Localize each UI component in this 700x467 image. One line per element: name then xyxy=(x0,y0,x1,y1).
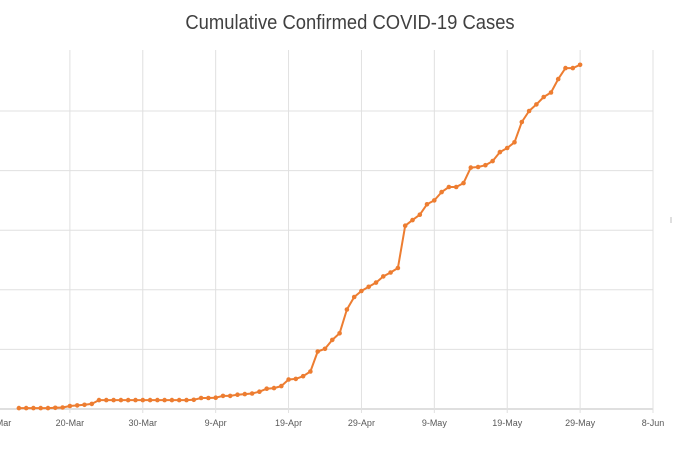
data-point xyxy=(118,397,124,403)
data-point xyxy=(191,397,197,403)
series-layer xyxy=(16,62,583,411)
data-point xyxy=(555,76,561,82)
data-point xyxy=(359,288,364,294)
data-point xyxy=(541,94,546,100)
data-point xyxy=(227,393,233,399)
data-point xyxy=(271,385,277,391)
data-point xyxy=(242,391,248,397)
x-tick-label: 19-Apr xyxy=(275,418,302,428)
data-point xyxy=(213,395,218,401)
x-tick-label: 9-May xyxy=(422,418,448,428)
chart-title: Cumulative Confirmed COVID-19 Cases xyxy=(185,12,515,34)
data-point xyxy=(308,369,313,374)
data-point xyxy=(432,198,437,203)
data-point xyxy=(330,337,335,343)
x-tick-label: 30-Mar xyxy=(129,418,158,428)
x-tick-label: 29-Apr xyxy=(348,418,375,428)
data-point xyxy=(140,397,146,403)
data-point xyxy=(67,403,73,409)
data-point xyxy=(220,393,226,399)
data-point xyxy=(548,90,554,95)
data-point xyxy=(439,189,444,195)
data-point xyxy=(570,65,576,71)
data-point xyxy=(373,280,379,285)
grid xyxy=(0,50,654,413)
x-tick-label: 20-Mar xyxy=(56,418,85,428)
data-point xyxy=(351,294,357,300)
data-point xyxy=(45,405,51,411)
data-point xyxy=(147,397,153,403)
data-point xyxy=(89,401,95,407)
data-point xyxy=(395,265,401,271)
data-point xyxy=(446,184,452,190)
data-point xyxy=(111,397,116,403)
data-point xyxy=(82,402,87,408)
data-point xyxy=(402,223,408,228)
data-point xyxy=(16,405,22,411)
data-point xyxy=(279,383,284,389)
x-tick-label: 8-Jun xyxy=(642,418,665,428)
data-point xyxy=(169,397,175,403)
data-point xyxy=(519,119,525,125)
data-point xyxy=(388,270,393,275)
data-point xyxy=(534,102,539,107)
x-tick-label: 9-Apr xyxy=(205,418,227,428)
data-point xyxy=(286,377,291,382)
x-tick-label: 19-May xyxy=(492,418,523,428)
x-tick-labels: 10-Mar 20-Mar 30-Mar 9-Apr 19-Apr 29-Apr 9-May… xyxy=(0,418,664,428)
data-point xyxy=(381,274,386,279)
data-point xyxy=(490,158,495,164)
data-point xyxy=(264,386,270,392)
data-point xyxy=(184,397,189,403)
data-point xyxy=(504,145,510,151)
data-point xyxy=(23,405,29,411)
data-point xyxy=(410,217,415,223)
data-point xyxy=(577,62,583,68)
data-point xyxy=(206,395,211,401)
data-point xyxy=(424,202,430,207)
data-point xyxy=(468,165,474,170)
data-point xyxy=(512,140,517,145)
data-point xyxy=(337,331,342,336)
data-point xyxy=(453,184,459,190)
data-point xyxy=(198,395,204,401)
data-point xyxy=(417,212,423,217)
data-point xyxy=(293,376,299,382)
x-tick-label: 29-May xyxy=(565,418,596,428)
data-point xyxy=(249,391,255,396)
data-point xyxy=(104,397,109,403)
data-point xyxy=(53,405,58,411)
series-line xyxy=(18,63,581,410)
data-point xyxy=(315,349,321,354)
data-point xyxy=(257,389,262,395)
data-point xyxy=(31,405,36,411)
data-point xyxy=(461,180,466,186)
data-point xyxy=(344,307,350,312)
data-point xyxy=(60,405,65,410)
data-point xyxy=(176,397,182,403)
data-point xyxy=(38,405,43,411)
data-point xyxy=(497,149,503,155)
data-point xyxy=(563,65,568,71)
data-point xyxy=(322,346,328,352)
data-point xyxy=(155,397,160,403)
data-point xyxy=(526,108,532,114)
data-point xyxy=(96,397,102,403)
data-point xyxy=(366,284,372,290)
data-point xyxy=(300,373,306,379)
x-tick-label: 10-Mar xyxy=(0,418,11,428)
data-point xyxy=(162,397,167,403)
data-point xyxy=(133,397,138,403)
data-point xyxy=(125,397,131,403)
data-point xyxy=(483,162,488,168)
data-point xyxy=(235,392,240,398)
data-point xyxy=(74,403,80,408)
data-point xyxy=(475,164,481,170)
